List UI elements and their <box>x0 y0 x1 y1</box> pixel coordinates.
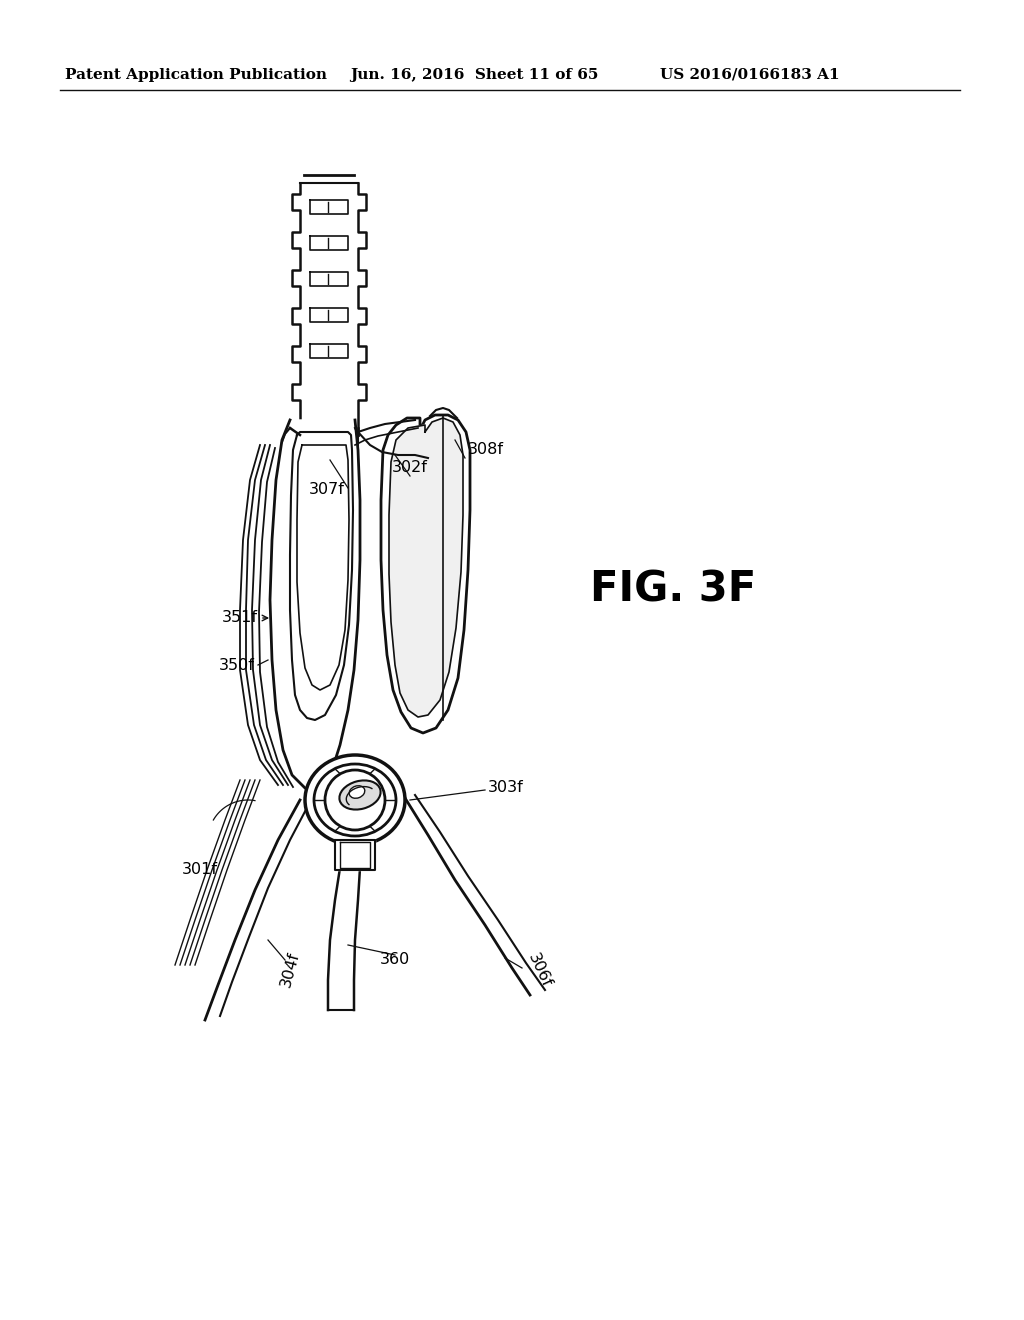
Polygon shape <box>381 414 470 733</box>
Ellipse shape <box>349 785 365 799</box>
Polygon shape <box>300 176 358 436</box>
Text: 350f: 350f <box>219 657 255 672</box>
Text: 301f: 301f <box>182 862 218 878</box>
Polygon shape <box>290 432 353 719</box>
Text: 306f: 306f <box>525 950 554 990</box>
Circle shape <box>325 770 385 830</box>
Polygon shape <box>270 420 360 792</box>
Text: Jun. 16, 2016  Sheet 11 of 65: Jun. 16, 2016 Sheet 11 of 65 <box>350 69 598 82</box>
Text: US 2016/0166183 A1: US 2016/0166183 A1 <box>660 69 840 82</box>
Polygon shape <box>335 840 375 870</box>
Polygon shape <box>205 800 310 1020</box>
Text: 304f: 304f <box>279 950 302 989</box>
Text: FIG. 3F: FIG. 3F <box>590 569 757 611</box>
Polygon shape <box>406 795 545 995</box>
Ellipse shape <box>314 764 396 836</box>
Text: 302f: 302f <box>392 461 428 475</box>
Text: 307f: 307f <box>309 483 345 498</box>
Text: 360: 360 <box>380 953 411 968</box>
Text: 303f: 303f <box>488 780 523 796</box>
Text: 351f: 351f <box>222 610 258 626</box>
Text: Patent Application Publication: Patent Application Publication <box>65 69 327 82</box>
Ellipse shape <box>305 755 406 845</box>
Ellipse shape <box>339 780 381 809</box>
Text: 308f: 308f <box>468 442 504 458</box>
Polygon shape <box>328 869 360 1010</box>
Polygon shape <box>389 418 463 717</box>
